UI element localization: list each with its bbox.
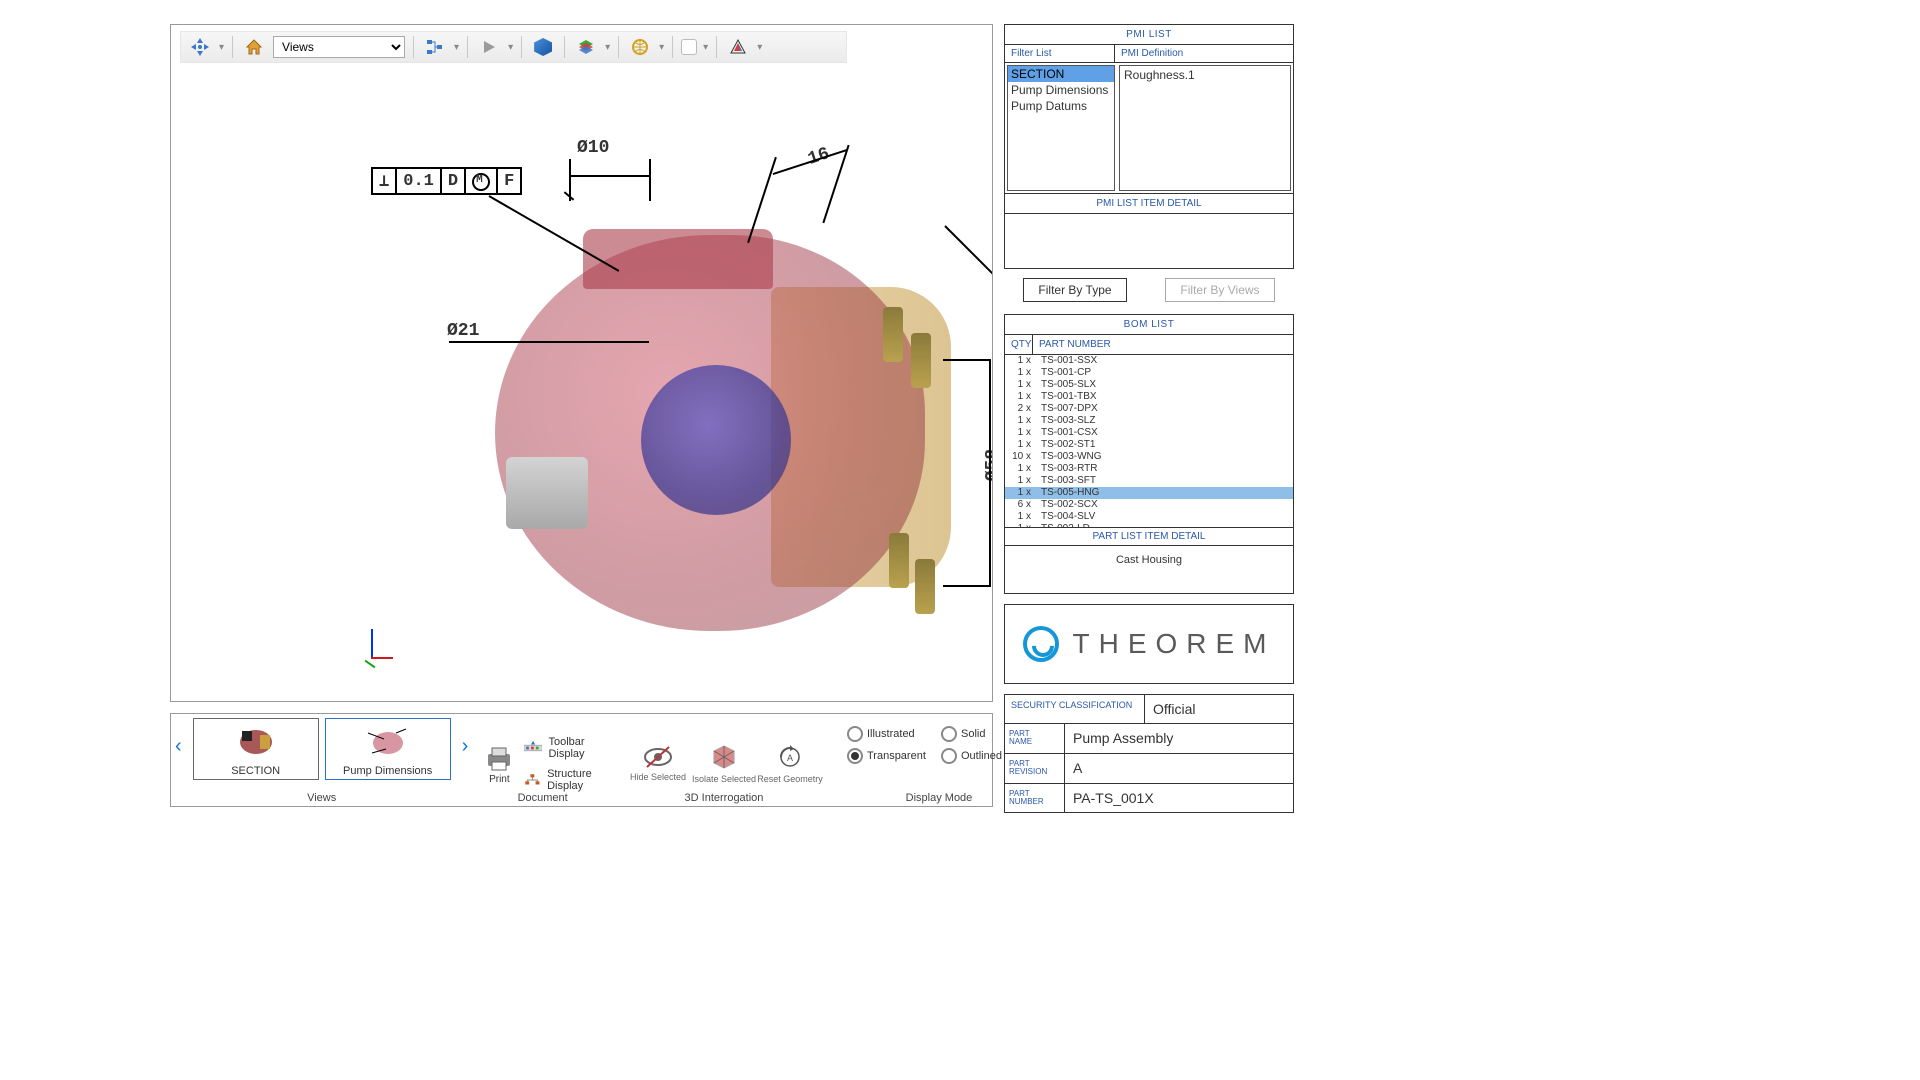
orient-icon[interactable] <box>187 34 213 60</box>
bolt-icon <box>883 307 903 362</box>
model-canvas[interactable]: Ø10 16 Ø21 Ø78.00 ◎ 0.1 D Ø58 ⊥ 0.1 D <box>171 25 992 701</box>
pmi-title: PMI LIST <box>1005 25 1293 45</box>
isolate-selected-button[interactable]: Isolate Selected <box>691 741 757 784</box>
part-name-value: Pump Assembly <box>1065 724 1293 753</box>
layered-cube-icon[interactable] <box>573 34 599 60</box>
bom-row[interactable]: 1 xTS-001-TBX <box>1005 391 1293 403</box>
bolt-icon <box>915 559 935 614</box>
pmi-filter-item[interactable]: Pump Datums <box>1008 98 1114 114</box>
structure-display-button[interactable]: Structure Display <box>524 767 601 793</box>
security-class-label: SECURITY CLASSIFICATION <box>1005 695 1145 723</box>
part-rev-label: PARTREVISION <box>1005 754 1065 783</box>
dim-d10: Ø10 <box>577 138 609 158</box>
viewport-toolbar: ▾ Views ▾ ▾ ▾ ▾ ▾ <box>180 31 847 63</box>
view-card-label: SECTION <box>231 765 280 777</box>
home-icon[interactable] <box>241 34 267 60</box>
bom-row[interactable]: 1 xTS-001-SSX <box>1005 355 1293 367</box>
part-num-label: PARTNUMBER <box>1005 784 1065 813</box>
views-group-label: Views <box>182 792 462 804</box>
theorem-logo-icon <box>1023 626 1059 662</box>
bom-pn-header: PART NUMBER <box>1033 335 1117 354</box>
radio-illustrated[interactable] <box>847 726 863 742</box>
bolt-icon <box>889 533 909 588</box>
pmi-filter-item[interactable]: SECTION <box>1008 66 1114 82</box>
bom-detail-value: Cast Housing <box>1005 545 1293 574</box>
view-card-section[interactable]: SECTION <box>193 718 319 780</box>
filter-list-header: Filter List <box>1005 45 1115 62</box>
pmi-detail-header: PMI LIST ITEM DETAIL <box>1005 193 1293 213</box>
pump-bore <box>641 365 791 515</box>
pmi-filter-list[interactable]: SECTIONPump DimensionsPump Datums <box>1007 65 1115 191</box>
radio-outlined[interactable] <box>941 748 957 764</box>
solid-cube-icon[interactable] <box>530 34 556 60</box>
reset-geometry-button[interactable]: A Reset Geometry <box>757 741 823 784</box>
pmi-detail-body <box>1005 213 1293 261</box>
bom-row[interactable]: 1 xTS-004-SLV <box>1005 511 1293 523</box>
view-card-pump-dims[interactable]: Pump Dimensions <box>325 718 451 780</box>
print-icon[interactable] <box>484 744 514 772</box>
svg-text:A: A <box>787 753 793 763</box>
bom-row[interactable]: 1 xTS-002-ST1 <box>1005 439 1293 451</box>
filter-by-type-button[interactable]: Filter By Type <box>1023 278 1126 302</box>
bom-qty-header: QTY <box>1005 335 1033 354</box>
bom-panel: BOM LIST QTY PART NUMBER 1 xTS-001-SSX1 … <box>1004 314 1294 594</box>
pmi-filter-item[interactable]: Pump Dimensions <box>1008 82 1114 98</box>
pmi-panel: PMI LIST Filter List PMI Definition SECT… <box>1004 24 1294 269</box>
bom-row[interactable]: 1 xTS-001-CSX <box>1005 427 1293 439</box>
palette-icon[interactable] <box>725 34 751 60</box>
part-rev-value: A <box>1065 754 1293 783</box>
bom-row[interactable]: 2 xTS-007-DPX <box>1005 403 1293 415</box>
views-next-icon[interactable]: › <box>462 716 469 776</box>
logo-block: THEOREM <box>1004 604 1294 684</box>
axis-triad-icon <box>359 625 385 667</box>
pmi-def-header: PMI Definition <box>1115 45 1189 62</box>
security-class-value: Official <box>1145 695 1293 723</box>
filter-buttons: Filter By Type Filter By Views <box>1004 278 1294 302</box>
bom-rows[interactable]: 1 xTS-001-SSX1 xTS-001-CP1 xTS-005-SLX1 … <box>1005 355 1293 527</box>
toolbar-display-button[interactable]: Toolbar Display <box>524 735 601 761</box>
globe-icon[interactable] <box>627 34 653 60</box>
document-group-label: Document <box>476 792 609 804</box>
pump-top-block <box>583 229 773 289</box>
bolt-icon <box>911 333 931 388</box>
bom-row[interactable]: 1 xTS-001-CP <box>1005 367 1293 379</box>
play-icon[interactable] <box>476 34 502 60</box>
structure-display-label: Structure Display <box>547 768 601 792</box>
hide-selected-button[interactable]: Hide Selected <box>625 743 691 782</box>
radio-solid[interactable] <box>941 726 957 742</box>
blank-icon[interactable] <box>681 39 697 55</box>
dim-d21: Ø21 <box>447 321 479 341</box>
part-name-label: PARTNAME <box>1005 724 1065 753</box>
bom-row[interactable]: 1 xTS-003-SLZ <box>1005 415 1293 427</box>
toolbar-display-label: Toolbar Display <box>548 736 601 760</box>
bom-row[interactable]: 1 xTS-003-RTR <box>1005 463 1293 475</box>
filter-by-views-button[interactable]: Filter By Views <box>1165 278 1274 302</box>
views-prev-icon[interactable]: ‹ <box>175 716 182 776</box>
bom-row[interactable]: 6 xTS-002-SCX <box>1005 499 1293 511</box>
interrogation-group-label: 3D Interrogation <box>617 792 831 804</box>
bom-detail-header: PART LIST ITEM DETAIL <box>1005 527 1293 545</box>
gtol-perpendicular: ⊥ 0.1 D M F <box>371 167 522 195</box>
bom-row[interactable]: 1 xTS-003-SFT <box>1005 475 1293 487</box>
view-card-label: Pump Dimensions <box>343 765 432 777</box>
print-label: Print <box>489 774 510 785</box>
part-num-value: PA-TS_001X <box>1065 784 1293 813</box>
bom-row[interactable]: 1 xTS-005-SLX <box>1005 379 1293 391</box>
bom-row[interactable]: 10 xTS-003-WNG <box>1005 451 1293 463</box>
radio-transparent[interactable] <box>847 748 863 764</box>
pump-shaft <box>506 457 588 529</box>
views-dropdown[interactable]: Views <box>273 36 405 58</box>
mode-illustrated-label: Illustrated <box>867 728 937 740</box>
logo-text: THEOREM <box>1073 628 1276 660</box>
pmi-definition[interactable]: Roughness.1 <box>1119 65 1291 191</box>
bottom-toolbar: ‹ SECTION Pump Dimensions Views › Print … <box>170 713 993 807</box>
3d-viewport[interactable]: ▾ Views ▾ ▾ ▾ ▾ ▾ <box>170 24 993 702</box>
tree-icon[interactable] <box>422 34 448 60</box>
bom-row[interactable]: 1 xTS-005-HNG <box>1005 487 1293 499</box>
bom-title: BOM LIST <box>1005 315 1293 335</box>
mode-transparent-label: Transparent <box>867 750 937 762</box>
meta-table: SECURITY CLASSIFICATION Official PARTNAM… <box>1004 694 1294 813</box>
